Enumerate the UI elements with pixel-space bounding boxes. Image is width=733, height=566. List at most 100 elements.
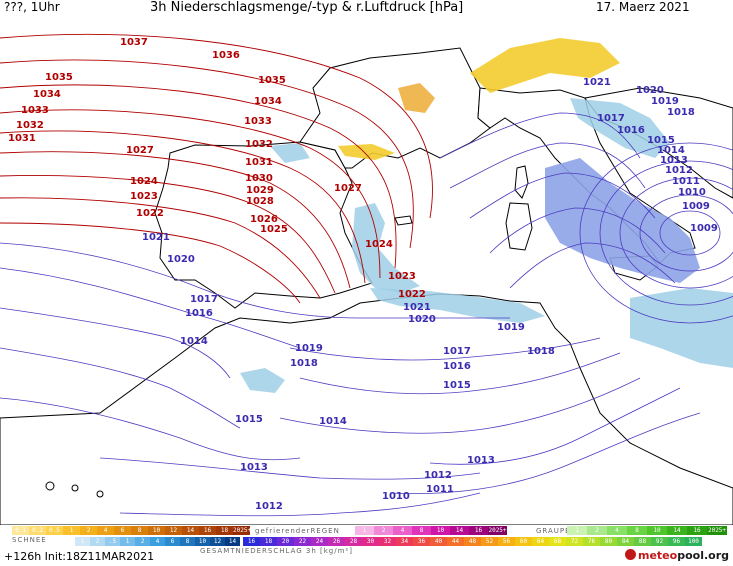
isobar-label: 1020 — [167, 254, 195, 265]
legend-cell: 84 — [617, 537, 634, 546]
isobar-label: 1023 — [388, 271, 416, 282]
forecast-hour-label: ???, 1Uhr — [4, 0, 60, 14]
isobar-label: 1019 — [497, 322, 525, 333]
legend-cell: 4 — [393, 526, 412, 535]
isobar-line — [0, 151, 351, 289]
isobar-label: 1032 — [245, 139, 273, 150]
canary-island — [45, 481, 55, 491]
legend-cell: 34 — [396, 537, 413, 546]
isobar-line — [0, 59, 414, 249]
isobar-line — [0, 33, 433, 219]
isobar-label: 1015 — [443, 380, 471, 391]
legend-cell: 56 — [498, 537, 515, 546]
isobar-label: 1019 — [295, 343, 323, 354]
legend-cell: 18 — [260, 537, 277, 546]
isobar-line — [0, 130, 366, 284]
legend-cell: 10 — [195, 537, 210, 546]
legend-cell: 6 — [114, 526, 131, 535]
legend-cell: 8 — [180, 537, 195, 546]
low-center-ring — [579, 142, 733, 324]
isobar-label: 1035 — [258, 75, 286, 86]
isobar-label: 1011 — [426, 484, 454, 495]
legend-cell: 12 — [210, 537, 225, 546]
snow-scale: 1 2.5 1 2 4 6 8 10 12 14 — [75, 537, 240, 546]
legend-cell: 2025+ — [233, 526, 250, 535]
rain-area-morocco — [240, 368, 285, 393]
balearic-land — [394, 215, 413, 226]
isobar-label: 1018 — [527, 346, 555, 357]
legend-cell: 14 — [667, 526, 687, 535]
legend-cell: 2025+ — [707, 526, 727, 535]
logo-text-a: meteo — [638, 549, 678, 562]
legend-cell: 8 — [131, 526, 148, 535]
isobar-label: 1024 — [365, 239, 393, 250]
logo-icon — [625, 549, 636, 560]
legend-cell: 6 — [165, 537, 180, 546]
isobar-label: 1028 — [246, 196, 274, 207]
isobar-label: 1017 — [443, 346, 471, 357]
legend-cell: 14 — [450, 526, 469, 535]
legend-cell: 4 — [150, 537, 165, 546]
legend-cell: 1 — [567, 526, 587, 535]
legend-cell: 36 — [413, 537, 430, 546]
canary-island — [71, 484, 79, 492]
isobar-label: 1021 — [583, 77, 611, 88]
legend-cell: 2025+ — [488, 526, 507, 535]
legend-cell: 52 — [481, 537, 498, 546]
rain-area-pyrenees — [270, 143, 310, 163]
map-title: 3h Niederschlagsmenge/-typ & r.Luftdruck… — [150, 0, 464, 15]
site-logo[interactable]: meteopool.org — [625, 549, 729, 562]
legend-cell: 16 — [199, 526, 216, 535]
total-precip-title: GESAMTNIEDERSCHLAG 3h [kg/m²] — [200, 547, 353, 555]
isobar-line — [0, 397, 301, 461]
legend-cell: 76 — [583, 537, 600, 546]
legend-cell: 2 — [374, 526, 393, 535]
isobar-label: 1036 — [212, 50, 240, 61]
legend-cell: 68 — [549, 537, 566, 546]
legend-cell: 8 — [627, 526, 647, 535]
corsica-land — [514, 165, 529, 199]
rain-area-algeria — [370, 288, 545, 323]
isobar-label: 1013 — [467, 455, 495, 466]
isobar-label: 1034 — [254, 96, 282, 107]
legend-cell: 100 — [685, 537, 702, 546]
isobar-line — [0, 175, 336, 294]
rain-area-adriatic — [570, 98, 670, 158]
isobar-label: 1012 — [665, 165, 693, 176]
legend-cell: 1 — [120, 537, 135, 546]
legend-cell: 0.1 — [12, 526, 29, 535]
isobar-label: 1012 — [255, 501, 283, 512]
isobar-label: 1014 — [657, 145, 685, 156]
isobar-line — [119, 492, 481, 517]
legend-cell: 30 — [362, 537, 379, 546]
isobar-label: 1010 — [382, 491, 410, 502]
legend-cell: 2 — [587, 526, 607, 535]
isobars-high — [0, 33, 433, 304]
isobar-line — [279, 377, 641, 434]
isobar-label: 1011 — [672, 176, 700, 187]
isobar-line — [299, 352, 621, 395]
isobars-low — [0, 112, 733, 517]
legend-cell: 2 — [135, 537, 150, 546]
low-center-ring — [599, 160, 733, 306]
isobar-line — [0, 197, 321, 299]
total-scale: 16 18 20 22 24 26 28 30 32 34 36 40 44 48 52 56 60 64 68 72… — [243, 537, 702, 546]
legend-cell: 4 — [607, 526, 627, 535]
isobar-label: 1016 — [185, 308, 213, 319]
isobar-line — [439, 112, 641, 159]
isobar-label: 1033 — [244, 116, 272, 127]
isobar-label: 1017 — [597, 113, 625, 124]
legend-cell: 48 — [464, 537, 481, 546]
weather-map — [0, 18, 733, 525]
isobar-label: 1023 — [130, 191, 158, 202]
isobar-label: 1016 — [617, 125, 645, 136]
legend-cell: 14 — [182, 526, 199, 535]
isobar-line — [489, 207, 666, 254]
isobar-label: 1033 — [21, 105, 49, 116]
snow-area-alps — [470, 38, 620, 93]
isobar-line — [449, 142, 646, 189]
legend-cell: 40 — [430, 537, 447, 546]
canary-island — [96, 490, 104, 498]
isobar-label: 1031 — [8, 133, 36, 144]
isobar-label: 1015 — [235, 414, 263, 425]
